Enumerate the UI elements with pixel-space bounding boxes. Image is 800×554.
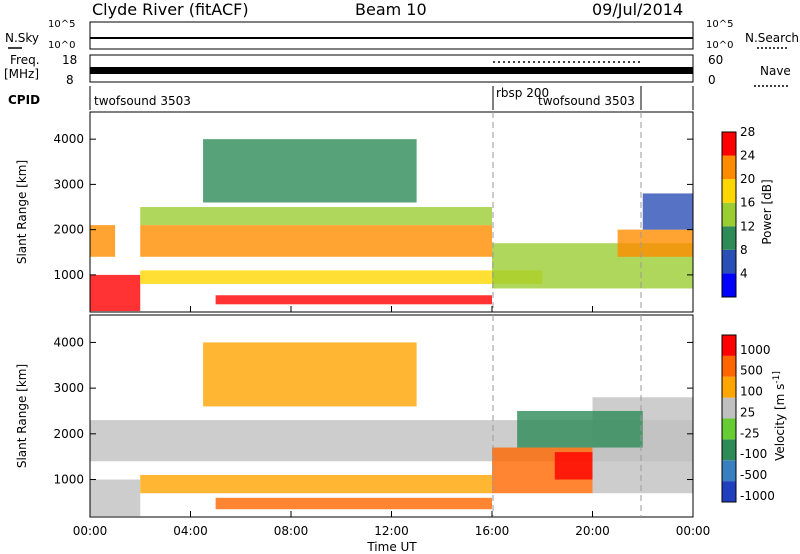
nave-tick-bottom: 0 bbox=[708, 73, 716, 87]
colorbar-segment bbox=[722, 418, 736, 440]
time-xlabel: Time UT bbox=[366, 540, 417, 554]
xtick-label: 08:00 bbox=[274, 524, 309, 538]
scatter-band bbox=[554, 452, 593, 480]
ytick-label: 3000 bbox=[53, 177, 84, 191]
cpid-label: CPID bbox=[8, 93, 40, 107]
colorbar-segment bbox=[722, 155, 736, 180]
velocity-yaxis: 1000 2000 3000 4000 bbox=[53, 335, 693, 487]
colorbar-segment bbox=[722, 132, 736, 156]
colorbar-segment bbox=[722, 273, 736, 297]
scatter-band bbox=[203, 139, 417, 203]
xtick-label: 16:00 bbox=[475, 524, 510, 538]
colorbar-tick: -500 bbox=[740, 468, 767, 482]
colorbar-segment bbox=[722, 202, 736, 227]
colorbar-segment bbox=[722, 249, 736, 274]
colorbar-segment bbox=[722, 355, 736, 377]
station-title: Clyde River (fitACF) bbox=[92, 0, 249, 19]
colorbar-tick: 500 bbox=[740, 364, 763, 378]
nsearch-tick-bottom: 10^0 bbox=[706, 40, 733, 51]
cpid-segment-3: twofsound 3503 bbox=[538, 94, 635, 108]
ytick-label: 4000 bbox=[53, 335, 84, 349]
scatter-band bbox=[203, 342, 417, 407]
colorbar-tick: -25 bbox=[740, 426, 760, 440]
velocity-ylabel: Slant Range [km] bbox=[15, 364, 29, 468]
ytick-label: 2000 bbox=[53, 223, 84, 237]
scatter-band bbox=[140, 225, 492, 257]
power-data-layer bbox=[90, 139, 693, 312]
scatter-band bbox=[90, 479, 141, 517]
scatter-band bbox=[140, 270, 543, 284]
ytick-label: 1000 bbox=[53, 473, 84, 487]
velocity-colorbar: 1000 500 100 25 -25 -100 -500 -1000 bbox=[721, 334, 775, 503]
scatter-band bbox=[215, 497, 492, 510]
xtick-label: 00:00 bbox=[676, 524, 711, 538]
colorbar-tick: 100 bbox=[740, 385, 763, 399]
colorbar-tick: -1000 bbox=[740, 489, 775, 503]
colorbar-tick: 28 bbox=[740, 125, 755, 139]
colorbar-segment bbox=[722, 481, 736, 502]
colorbar-segment bbox=[722, 335, 736, 356]
colorbar-tick: 8 bbox=[740, 243, 748, 257]
nsearch-label: N.Search bbox=[745, 31, 799, 45]
colorbar-segment bbox=[722, 460, 736, 482]
colorbar-tick: 20 bbox=[740, 172, 755, 186]
freq-trace bbox=[90, 67, 693, 74]
power-ylabel: Slant Range [km] bbox=[15, 160, 29, 264]
scatter-band bbox=[90, 274, 141, 312]
colorbar-frame bbox=[721, 334, 737, 503]
colorbar-tick: 25 bbox=[740, 405, 755, 419]
nsearch-tick-top: 10^5 bbox=[706, 19, 733, 30]
freq-tick-bottom: 8 bbox=[66, 73, 74, 87]
colorbar-segment bbox=[722, 397, 736, 419]
colorbar-tick: -100 bbox=[740, 447, 767, 461]
scatter-band bbox=[140, 474, 492, 494]
nsky-tick-bottom: 10^0 bbox=[48, 40, 75, 51]
colorbar-tick: 4 bbox=[740, 266, 748, 280]
freq-tick-top: 18 bbox=[62, 53, 77, 67]
xtick-label: 20:00 bbox=[575, 524, 610, 538]
colorbar-tick: 16 bbox=[740, 196, 755, 210]
nsky-panel-frame bbox=[89, 21, 694, 50]
nave-label: Nave bbox=[760, 64, 791, 78]
power-colorbar-label: Power [dB] bbox=[760, 179, 774, 244]
colorbar-segment bbox=[722, 179, 736, 203]
scatter-band bbox=[517, 410, 643, 448]
scatter-band bbox=[617, 229, 693, 257]
velocity-colorbar-label-exponent: -1] bbox=[772, 371, 782, 384]
scatter-band bbox=[140, 207, 492, 226]
colorbar-tick: 24 bbox=[740, 149, 755, 163]
scatter-band bbox=[90, 225, 116, 257]
date-title: 09/Jul/2014 bbox=[592, 0, 683, 19]
colorbar-tick: 12 bbox=[740, 219, 755, 233]
scatter-band bbox=[642, 193, 693, 230]
colorbar-segment bbox=[722, 439, 736, 461]
nsky-label: N.Sky bbox=[5, 31, 39, 45]
nsky-tick-top: 10^5 bbox=[48, 19, 75, 30]
colorbar-segment bbox=[722, 376, 736, 398]
ytick-label: 4000 bbox=[53, 132, 84, 146]
colorbar-segment bbox=[722, 226, 736, 250]
freq-unit: [MHz] bbox=[4, 67, 39, 81]
xtick-label: 00:00 bbox=[73, 524, 108, 538]
beam-title: Beam 10 bbox=[355, 0, 427, 19]
nave-tick-top: 60 bbox=[708, 53, 723, 67]
time-xaxis: 00:00 04:00 08:00 12:00 16:00 20:00 00:00 bbox=[73, 306, 711, 538]
power-yaxis: 1000 2000 3000 4000 bbox=[53, 132, 693, 282]
colorbar-tick: 1000 bbox=[740, 343, 771, 357]
ytick-label: 1000 bbox=[53, 268, 84, 282]
power-colorbar: 4 8 12 16 20 24 28 bbox=[721, 125, 755, 298]
ytick-label: 3000 bbox=[53, 381, 84, 395]
xtick-label: 04:00 bbox=[173, 524, 208, 538]
colorbar-frame bbox=[721, 131, 737, 298]
cpid-segment-2: rbsp 200 bbox=[496, 86, 549, 100]
ytick-label: 2000 bbox=[53, 427, 84, 441]
cpid-segment-1: twofsound 3503 bbox=[94, 94, 191, 108]
scatter-band bbox=[215, 295, 492, 305]
velocity-data-layer bbox=[90, 342, 693, 517]
xtick-label: 12:00 bbox=[374, 524, 409, 538]
velocity-colorbar-label: Velocity [m s-1] bbox=[772, 371, 787, 461]
freq-label: Freq. bbox=[10, 53, 40, 67]
